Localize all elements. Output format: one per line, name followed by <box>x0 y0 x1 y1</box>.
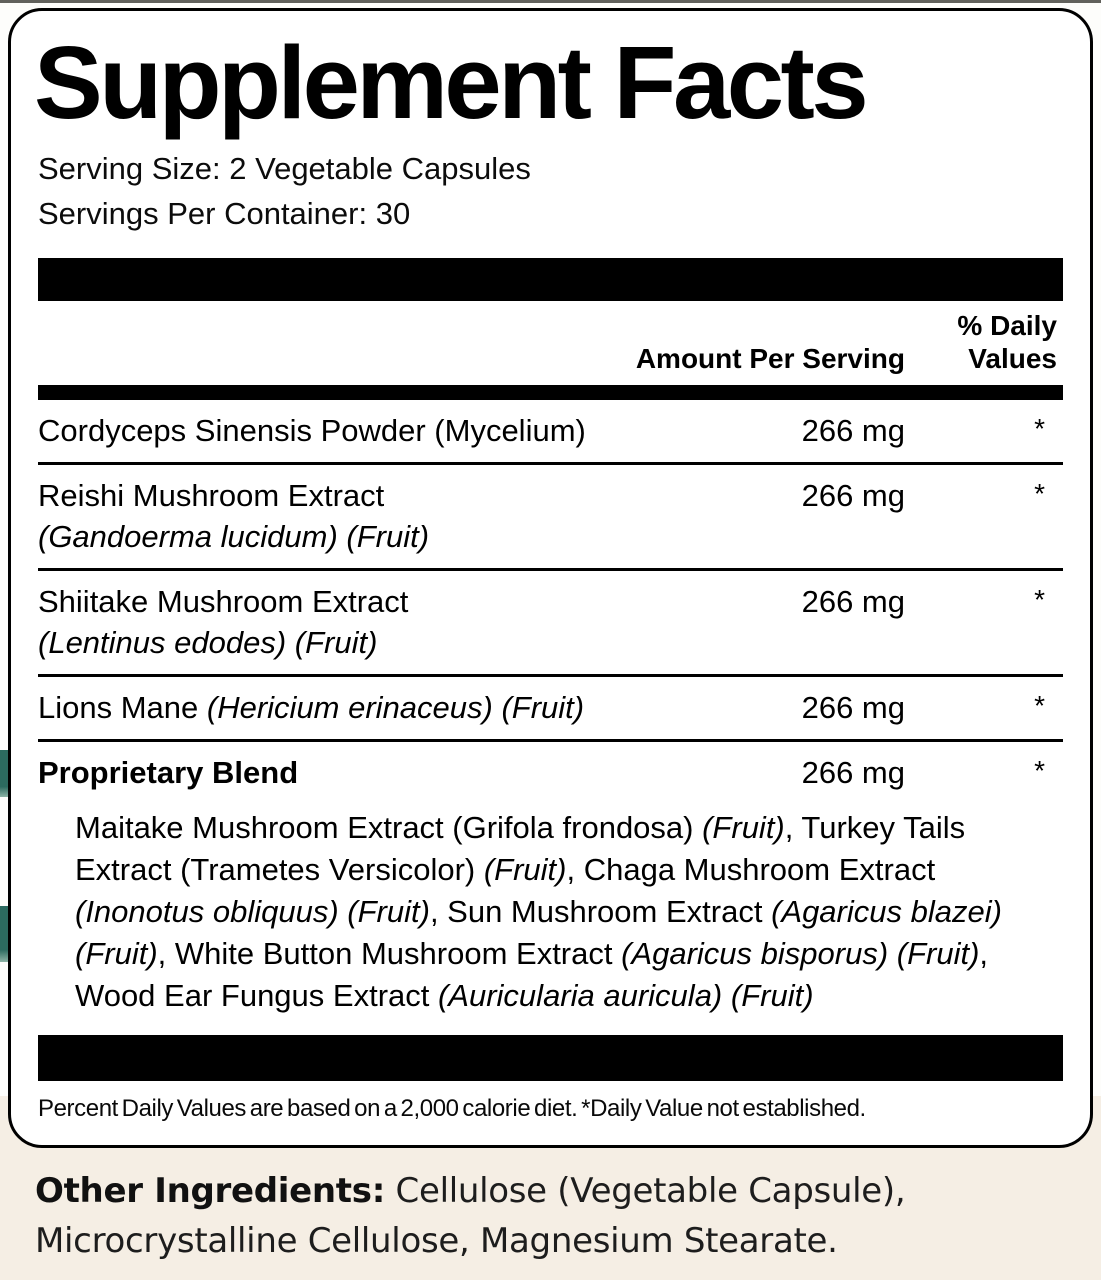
panel-title: Supplement Facts <box>34 25 869 140</box>
header-rule <box>38 385 1063 400</box>
top-edge-line <box>0 0 1101 3</box>
divider-bar-top <box>38 258 1063 301</box>
table-row: Cordyceps Sinensis Powder (Mycelium) 266 … <box>38 400 1063 465</box>
table-row: Shiitake Mushroom Extract (Lentinus edode… <box>38 571 1063 677</box>
daily-value-asterisk: * <box>1034 478 1045 509</box>
amount-column-header: Amount Per Serving <box>635 343 905 374</box>
supplement-facts-panel: Supplement Facts Serving Size: 2 Vegetab… <box>8 8 1093 1148</box>
proprietary-blend-description: Maitake Mushroom Extract (Grifola frondo… <box>75 810 1002 1013</box>
table-row: Lions Mane (Hericium erinaceus) (Fruit) 2… <box>38 677 1063 742</box>
table-header: Amount Per Serving % Daily Values <box>38 301 1063 385</box>
daily-value-asterisk: * <box>1034 584 1045 615</box>
other-ingredients-text: Cellulose (Vegetable Capsule), Microcrys… <box>35 1171 906 1261</box>
table-row: Reishi Mushroom Extract (Gandoerma lucidu… <box>38 465 1063 571</box>
daily-value-asterisk: * <box>1034 690 1045 721</box>
daily-value-footnote: Percent Daily Values are based on a 2,00… <box>38 1095 866 1122</box>
table-row: Proprietary Blend 266 mg * <box>38 742 1063 799</box>
ingredient-name: Proprietary Blend <box>38 755 299 790</box>
serving-info: Serving Size: 2 Vegetable Capsules Servi… <box>38 146 1063 236</box>
ingredient-name: Cordyceps Sinensis Powder (Mycelium) <box>38 413 586 448</box>
daily-value-column-header: % Daily Values <box>957 310 1057 374</box>
facts-table: Cordyceps Sinensis Powder (Mycelium) 266 … <box>38 400 1063 799</box>
teal-accent-strip <box>0 906 8 962</box>
amount-per-serving-value: 266 mg <box>801 690 905 725</box>
amount-per-serving-value: 266 mg <box>801 413 905 448</box>
other-ingredients: Other Ingredients: Cellulose (Vegetable … <box>35 1166 1090 1266</box>
servings-per-container: Servings Per Container: 30 <box>38 196 411 231</box>
ingredient-latin-name: (Lentinus edodes) (Fruit) <box>38 625 378 660</box>
teal-accent-strip <box>0 750 8 797</box>
daily-value-asterisk: * <box>1034 755 1045 786</box>
divider-bar-bottom <box>38 1035 1063 1081</box>
amount-per-serving-value: 266 mg <box>801 755 905 790</box>
ingredient-name: Lions Mane (Hericium erinaceus) (Fruit) <box>38 690 585 725</box>
ingredient-name: Shiitake Mushroom Extract (Lentinus edode… <box>38 581 705 663</box>
amount-per-serving-value: 266 mg <box>801 584 905 619</box>
amount-per-serving-value: 266 mg <box>801 478 905 513</box>
daily-value-asterisk: * <box>1034 413 1045 444</box>
serving-size: Serving Size: 2 Vegetable Capsules <box>38 151 531 186</box>
other-ingredients-label: Other Ingredients: <box>35 1171 385 1211</box>
ingredient-name: Reishi Mushroom Extract (Gandoerma lucidu… <box>38 475 705 557</box>
ingredient-latin-name: (Gandoerma lucidum) (Fruit) <box>38 519 430 554</box>
